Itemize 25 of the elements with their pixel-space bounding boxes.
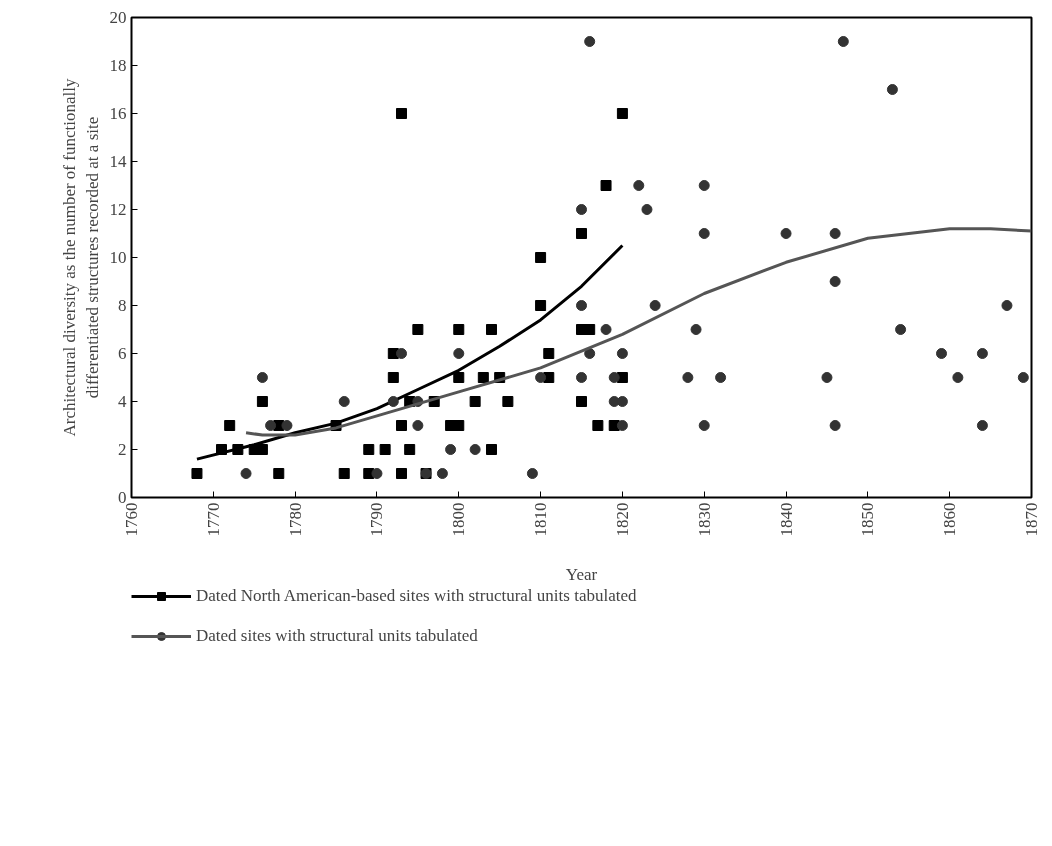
y-tick-label: 6: [118, 344, 127, 363]
y-tick-label: 2: [118, 440, 127, 459]
x-tick-label: 1820: [612, 502, 632, 537]
x-tick-label: 1860: [940, 502, 960, 537]
y-tick-label: 16: [109, 104, 127, 123]
x-axis-title: Year: [565, 564, 598, 584]
x-tick-label: 1780: [285, 502, 305, 537]
x-tick-label: 1840: [776, 502, 796, 537]
legend-label: Dated sites with structural units tabulated: [196, 626, 478, 646]
y-axis-title: Architectural diversity as the number of functionally differentiated structures recorded at a site: [59, 78, 102, 437]
y-tick-label: 12: [109, 200, 127, 219]
x-tick-label: 1790: [367, 502, 387, 537]
x-tick-label: 1830: [694, 502, 714, 537]
x-tick-label: 1800: [449, 502, 469, 537]
x-tick-label: 1770: [203, 502, 223, 537]
y-tick-label: 10: [109, 248, 127, 267]
y-tick-label: 8: [118, 296, 127, 315]
y-tick-label: 20: [109, 8, 127, 27]
x-tick-label: 1870: [1022, 502, 1041, 537]
x-tick-label: 1850: [858, 502, 878, 537]
y-tick-label: 18: [109, 56, 127, 75]
x-tick-label: 1810: [531, 502, 551, 537]
y-tick-label: 14: [109, 152, 127, 171]
y-tick-label: 4: [118, 392, 127, 411]
legend-label: Dated North American-based sites with structural units tabulated: [196, 586, 637, 606]
